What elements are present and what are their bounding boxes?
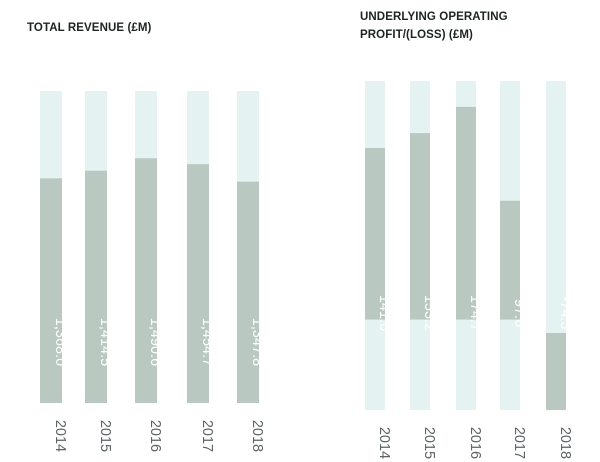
revenue-value-label-2015: 1,414.5: [97, 318, 113, 366]
revenue-value-label-2018: 1,347.8: [249, 318, 265, 366]
profit-value-label-2016: 174.7: [467, 295, 483, 331]
profit-year-label-2015: 2015: [421, 427, 437, 459]
profit-year-label-2017: 2017: [511, 427, 527, 459]
revenue-year-label-2016: 2016: [147, 420, 163, 452]
revenue-year-label-2018: 2018: [249, 420, 265, 452]
profit-year-label-2014: 2014: [376, 427, 392, 459]
profit-value-label-2018: -74.3: [557, 296, 573, 329]
profit-bar-2017: [500, 200, 520, 320]
revenue-year-label-2014: 2014: [52, 420, 68, 452]
profit-chart-title: UNDERLYING OPERATING PROFIT/(LOSS) (£M): [360, 11, 508, 41]
revenue-bar-2018: [237, 181, 259, 403]
revenue-year-label-2017: 2017: [199, 420, 215, 452]
revenue-bar-2015: [85, 170, 107, 403]
profit-bar-2016: [456, 106, 476, 320]
revenue-year-label-2015: 2015: [97, 420, 113, 452]
revenue-bar-2017: [187, 164, 209, 403]
profit-year-label-2018: 2018: [557, 427, 573, 459]
revenue-chart-title: TOTAL REVENUE (£M): [27, 22, 152, 34]
profit-bar-track-2018: [546, 81, 566, 410]
revenue-bar-2016: [135, 158, 157, 403]
revenue-bar-2014: [40, 178, 62, 403]
revenue-value-label-2014: 1,368.0: [52, 318, 68, 366]
profit-bar-2014: [365, 147, 385, 320]
profit-value-label-2017: 97.6: [511, 299, 527, 327]
revenue-value-label-2016: 1,490.6: [147, 318, 163, 366]
profit-year-label-2016: 2016: [467, 427, 483, 459]
profit-value-label-2014: 141.0: [376, 295, 392, 331]
profit-bar-2018: [546, 333, 566, 410]
revenue-value-label-2017: 1,454.7: [199, 318, 215, 366]
profit-value-label-2015: 153.2: [421, 295, 437, 331]
profit-bar-2015: [410, 133, 430, 320]
